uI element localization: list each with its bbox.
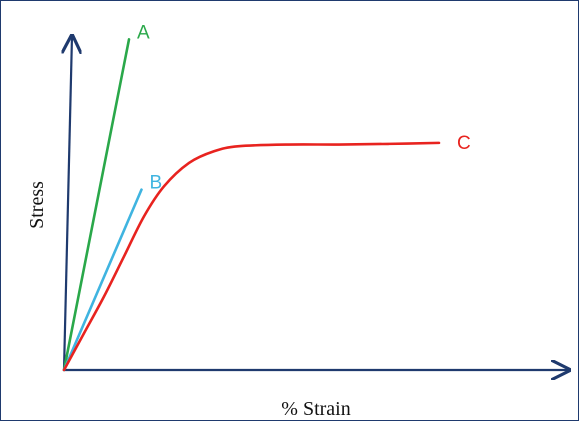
series-line-c	[62, 141, 441, 372]
series-layer: A B C	[62, 22, 471, 372]
series-line-a	[62, 38, 131, 372]
series-label-a: A	[137, 22, 150, 43]
series-label-c: C	[457, 133, 471, 154]
x-axis-label: % Strain	[281, 398, 350, 420]
series-label-b: B	[150, 173, 163, 194]
y-axis-label: Stress	[26, 181, 48, 229]
series-line-b	[62, 188, 143, 372]
y-axis	[64, 36, 72, 371]
